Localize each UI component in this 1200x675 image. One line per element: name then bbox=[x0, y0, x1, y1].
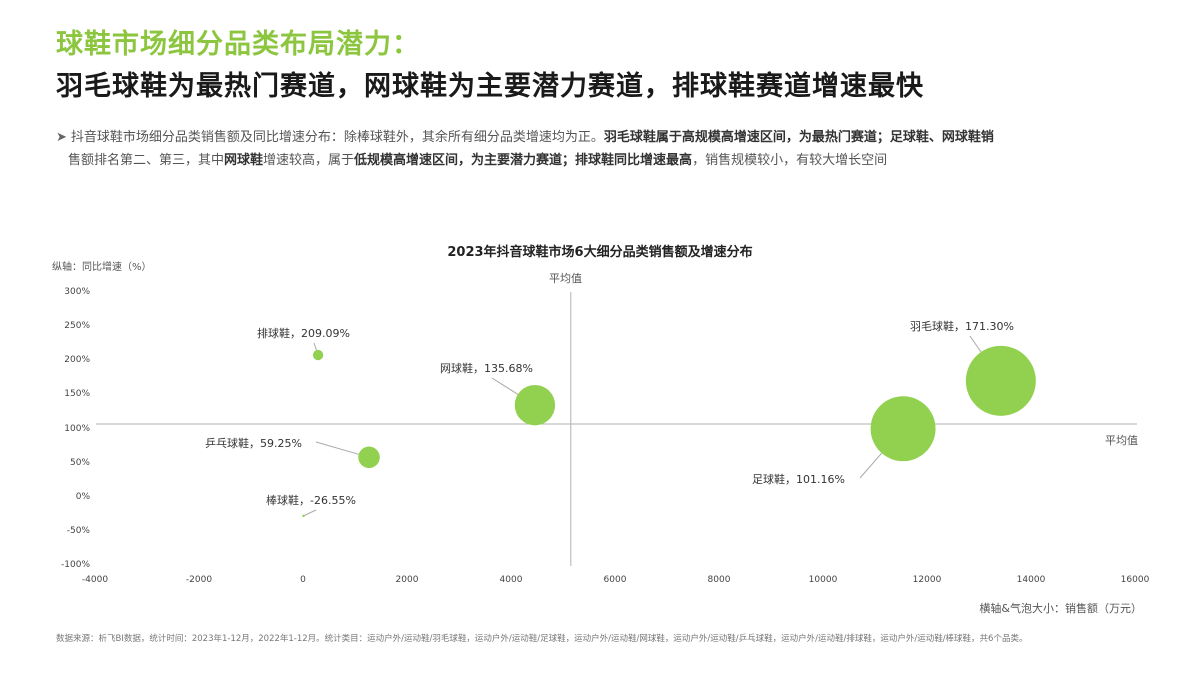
x-tick-label: -2000 bbox=[185, 575, 213, 585]
y-tick-label: 200% bbox=[64, 355, 90, 366]
bubble-棒球鞋 bbox=[302, 514, 305, 518]
summary-text: ，销售规模较小，有较大增长空间 bbox=[692, 153, 888, 168]
x-tick-label: 10000 bbox=[808, 575, 838, 585]
y-tick-label: 300% bbox=[64, 287, 90, 297]
bubble-label: 足球鞋，101.16% bbox=[752, 473, 845, 486]
x-tick-label: 12000 bbox=[912, 575, 942, 585]
x-axis-label: 横轴&气泡大小：销售额（万元） bbox=[979, 602, 1142, 615]
page-title-main: 羽毛球鞋为最热门赛道，网球鞋为主要潜力赛道，排球鞋赛道增速最快 bbox=[56, 71, 924, 102]
chart-title: 2023年抖音球鞋市场6大细分品类销售额及增速分布 bbox=[447, 245, 753, 260]
bubble-label: 网球鞋，135.68% bbox=[440, 362, 533, 375]
bubble-网球鞋 bbox=[514, 384, 556, 426]
y-tick-label: -100% bbox=[61, 560, 90, 570]
x-tick-label: 0 bbox=[300, 575, 306, 585]
summary-bold-text: 羽毛球鞋属于高规模高增速区间，为最热门赛道；足球鞋、网球鞋销 bbox=[603, 130, 994, 145]
bubble-label: 棒球鞋，-26.55% bbox=[266, 494, 356, 507]
bubbles bbox=[302, 345, 1036, 518]
vertical-average-label: 平均值 bbox=[549, 272, 582, 285]
y-tick-label: 50% bbox=[69, 457, 90, 468]
leader-line bbox=[303, 509, 317, 517]
y-tick-label: 0% bbox=[75, 491, 90, 502]
x-tick-label: 16000 bbox=[1120, 575, 1150, 585]
bubble-排球鞋 bbox=[312, 349, 324, 361]
summary-bold-text: 网球鞋 bbox=[224, 153, 264, 168]
bubble-label: 排球鞋，209.09% bbox=[257, 327, 350, 340]
y-axis-label: 纵轴：同比增速（%） bbox=[52, 262, 152, 273]
summary-text: 增速较高，属于 bbox=[263, 153, 355, 168]
summary-bold-text: 低规模高增速区间，为主要潜力赛道；排球鞋同比增速最高 bbox=[354, 153, 693, 168]
horizontal-average-label: 平均值 bbox=[1105, 434, 1138, 447]
data-source-note: 数据来源：析飞BI数据，统计时间：2023年1-12月，2022年1-12月。统… bbox=[56, 634, 1028, 644]
bubble-label: 羽毛球鞋，171.30% bbox=[910, 320, 1014, 333]
y-tick-label: 100% bbox=[64, 423, 90, 434]
x-tick-label: 4000 bbox=[499, 575, 523, 585]
x-tick-label: 14000 bbox=[1016, 575, 1046, 585]
bubble-足球鞋 bbox=[870, 396, 936, 462]
bullet-arrow-icon: ➤ bbox=[56, 130, 67, 145]
summary-text: 售额排名第二、第三，其中 bbox=[68, 153, 225, 168]
summary-paragraph: ➤ 抖音球鞋市场细分品类销售额及同比增速分布：除棒球鞋外，其余所有细分品类增速均为… bbox=[56, 126, 1156, 172]
bubble-羽毛球鞋 bbox=[965, 345, 1036, 416]
x-tick-label: 6000 bbox=[603, 575, 627, 585]
y-tick-label: -50% bbox=[66, 525, 90, 536]
page-title-highlight: 球鞋市场细分品类布局潜力： bbox=[56, 29, 420, 60]
x-tick-label: 2000 bbox=[395, 575, 419, 585]
x-tick-label: 8000 bbox=[707, 575, 731, 585]
summary-text: 抖音球鞋市场细分品类销售额及同比增速分布：除棒球鞋外，其余所有细分品类增速均为正… bbox=[70, 130, 604, 145]
x-tick-label: -4000 bbox=[81, 575, 109, 585]
bubble-label: 乒乓球鞋，59.25% bbox=[205, 437, 302, 450]
y-tick-label: 250% bbox=[64, 321, 90, 332]
bubble-乒乓球鞋 bbox=[358, 446, 380, 469]
y-tick-label: 150% bbox=[64, 389, 90, 400]
